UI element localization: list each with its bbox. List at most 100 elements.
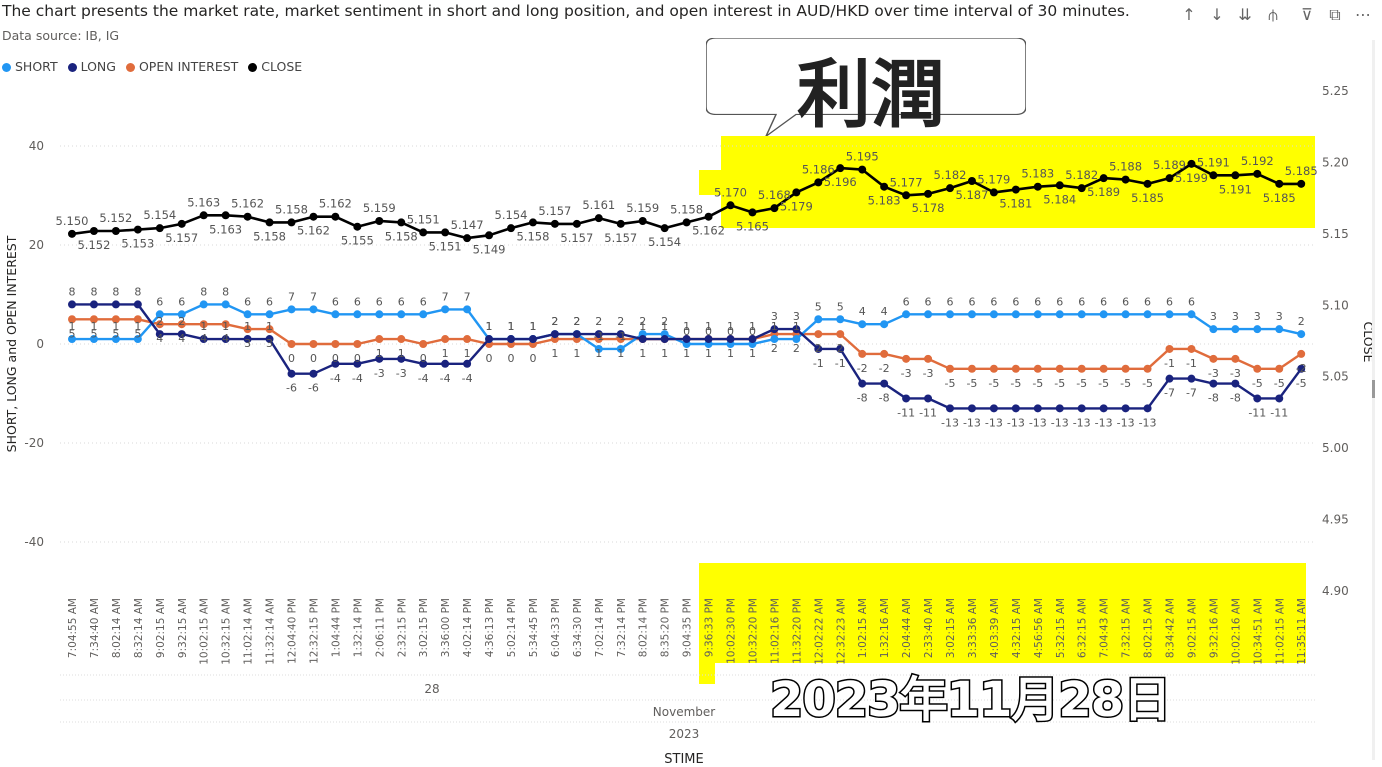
data-point-close xyxy=(1231,171,1239,179)
x-axis-tick-label: 3:36:00 PM xyxy=(440,598,452,657)
data-label-long: 1 xyxy=(244,320,251,333)
data-label-open-interest: -5 xyxy=(1076,377,1087,390)
data-label-short: 6 xyxy=(903,295,910,308)
data-label-open-interest: -5 xyxy=(966,377,977,390)
data-point-close xyxy=(1100,174,1108,182)
data-point-close xyxy=(1034,183,1042,191)
x-axis-year-label: 2023 xyxy=(669,727,700,741)
data-point-open-interest xyxy=(1078,365,1086,373)
data-point-long xyxy=(134,300,142,308)
data-point-open-interest xyxy=(1275,365,1283,373)
data-point-open-interest xyxy=(375,335,383,343)
data-label-open-interest: 1 xyxy=(398,347,405,360)
x-axis-day-label: 28 xyxy=(424,682,439,696)
x-axis-tick-label: 11:02:14 AM xyxy=(243,598,255,665)
data-point-short xyxy=(1034,310,1042,318)
data-label-open-interest: 3 xyxy=(244,337,251,350)
data-point-close xyxy=(1056,181,1064,189)
x-axis-tick-label: 12:32:23 AM xyxy=(835,598,847,665)
scrollbar[interactable] xyxy=(1370,40,1378,760)
x-axis-tick-label: 4:03:39 AM xyxy=(989,598,1001,658)
data-label-long: -11 xyxy=(919,406,937,419)
data-point-close xyxy=(836,164,844,172)
x-axis-tick-label: 3:02:15 PM xyxy=(418,598,430,657)
data-label-close: 5.163 xyxy=(187,195,220,209)
data-point-close xyxy=(924,190,932,198)
data-point-close xyxy=(661,224,669,232)
data-label-close: 5.163 xyxy=(209,222,242,236)
data-label-open-interest: 0 xyxy=(508,352,515,365)
x-axis-tick-label: 8:32:14 AM xyxy=(133,598,145,658)
data-label-short: 7 xyxy=(310,290,317,303)
data-label-short: -1 xyxy=(615,330,626,343)
x-axis-tick-label: 8:35:20 PM xyxy=(660,598,672,657)
data-label-long: -4 xyxy=(418,372,429,385)
data-point-close xyxy=(990,188,998,196)
data-point-long xyxy=(1209,380,1217,388)
data-label-open-interest: 0 xyxy=(354,352,361,365)
x-axis-tick-label: 11:02:15 AM xyxy=(1274,598,1286,665)
x-axis-tick-label: 5:32:15 AM xyxy=(1055,598,1067,658)
data-label-short: 6 xyxy=(398,295,405,308)
data-label-long: 3 xyxy=(793,310,800,323)
data-label-short: 6 xyxy=(1188,295,1195,308)
x-axis-tick-label: 7:02:14 PM xyxy=(594,598,606,657)
data-label-long: 1 xyxy=(683,320,690,333)
data-point-open-interest xyxy=(288,340,296,348)
data-point-short xyxy=(946,310,954,318)
data-label-close: 5.199 xyxy=(1175,171,1208,185)
x-axis-tick-label: 7:32:14 PM xyxy=(616,598,628,657)
data-point-long xyxy=(573,330,581,338)
data-label-close: 5.191 xyxy=(1219,182,1252,196)
data-label-short: 6 xyxy=(1012,295,1019,308)
data-label-close: 5.151 xyxy=(407,212,440,226)
x-axis-tick-label: 4:02:14 PM xyxy=(462,598,474,657)
data-label-open-interest: -5 xyxy=(1120,377,1131,390)
x-axis-tick-label: 7:34:40 AM xyxy=(89,598,101,658)
data-point-short xyxy=(1012,310,1020,318)
data-point-long xyxy=(880,380,888,388)
data-point-short xyxy=(463,305,471,313)
data-point-long xyxy=(309,370,317,378)
x-axis-tick-label: 12:02:22 AM xyxy=(813,598,825,665)
data-label-close: 5.185 xyxy=(1285,164,1318,178)
data-label-long: -3 xyxy=(374,367,385,380)
data-point-close xyxy=(419,228,427,236)
x-axis-tick-label: 9:32:16 AM xyxy=(1208,598,1220,658)
data-label-short: 5 xyxy=(837,300,844,313)
x-axis-tick-label: 1:02:15 AM xyxy=(857,598,869,658)
data-label-close: 5.183 xyxy=(1021,167,1054,181)
data-label-long: -13 xyxy=(963,416,981,429)
data-label-short: 6 xyxy=(1166,295,1173,308)
data-point-long xyxy=(968,404,976,412)
data-label-close: 5.149 xyxy=(473,242,506,256)
data-label-long: -6 xyxy=(308,382,319,395)
data-label-open-interest: 1 xyxy=(617,347,624,360)
data-label-close: 5.184 xyxy=(1043,192,1076,206)
data-label-long: -11 xyxy=(1248,406,1266,419)
x-axis-tick-label: 10:32:20 PM xyxy=(747,598,759,664)
data-label-long: -4 xyxy=(352,372,363,385)
data-label-long: 2 xyxy=(573,315,580,328)
data-point-close xyxy=(902,191,910,199)
data-point-close xyxy=(968,177,976,185)
data-point-long xyxy=(1187,375,1195,383)
data-point-close xyxy=(397,218,405,226)
data-label-open-interest: -5 xyxy=(1010,377,1021,390)
data-point-close xyxy=(441,228,449,236)
data-label-open-interest: 1 xyxy=(749,347,756,360)
data-label-close: 5.154 xyxy=(648,235,681,249)
data-label-open-interest: 1 xyxy=(705,347,712,360)
data-point-short xyxy=(288,305,296,313)
data-label-short: 7 xyxy=(442,290,449,303)
data-label-short: 6 xyxy=(156,295,163,308)
data-label-open-interest: 2 xyxy=(771,342,778,355)
data-label-close: 5.162 xyxy=(319,197,352,211)
data-point-long xyxy=(661,335,669,343)
data-point-short xyxy=(309,305,317,313)
data-label-close: 5.183 xyxy=(868,194,901,208)
data-point-short xyxy=(1231,325,1239,333)
data-point-short xyxy=(419,310,427,318)
data-point-close xyxy=(727,201,735,209)
data-label-open-interest: -5 xyxy=(1252,377,1263,390)
